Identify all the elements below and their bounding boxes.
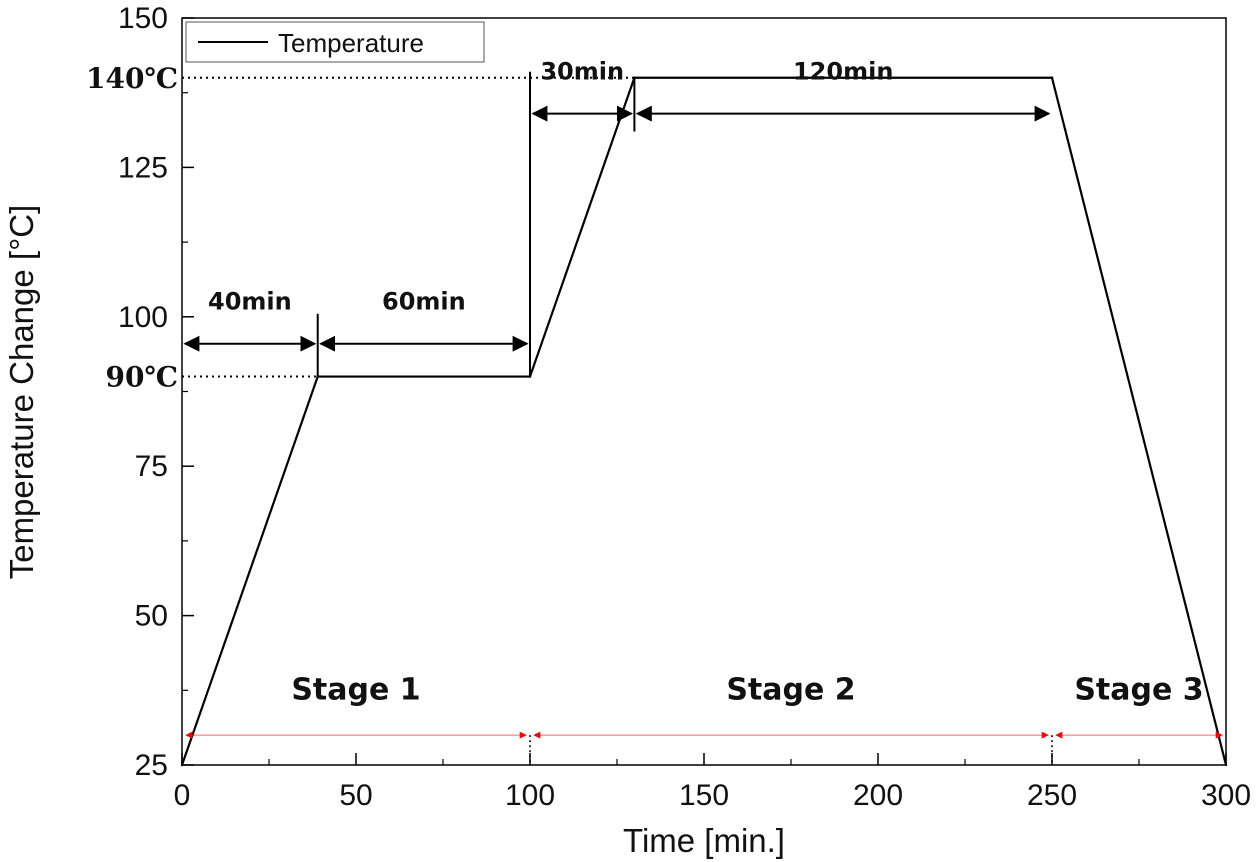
stage-annotations: Stage 1 Stage 2 Stage 3	[185, 672, 1223, 739]
x-tick-label: 150	[679, 779, 729, 812]
plot-frame	[181, 17, 1227, 766]
x-axis-title: Time [min.]	[623, 822, 785, 859]
x-tick-label: 300	[1201, 779, 1251, 812]
y-tick-label: 25	[135, 749, 168, 782]
guide-lines	[182, 71, 1053, 765]
temperature-marks: 140℃ 90℃	[86, 62, 178, 394]
series-layer	[180, 76, 1228, 767]
y-tick-label: 150	[118, 2, 168, 35]
temperature-point	[1050, 76, 1054, 79]
x-tick-label: 250	[1027, 779, 1077, 812]
stage-label: Stage 2	[726, 672, 855, 707]
x-tick-labels: 0 50 100 150 200 250 300	[174, 779, 1251, 812]
duration-label: 60min	[382, 288, 466, 316]
temperature-point	[1224, 763, 1228, 767]
x-tick-label: 0	[174, 779, 191, 812]
x-tick-label: 100	[505, 779, 555, 812]
y-tick-label: 100	[118, 301, 168, 334]
y-tick-labels: 25 50 75 100 125 150	[118, 2, 168, 782]
temperature-point	[180, 763, 184, 767]
duration-label: 40min	[208, 288, 292, 316]
y-tick-label: 50	[135, 600, 168, 633]
temperature-point	[528, 375, 532, 378]
temperature-point	[316, 375, 319, 378]
x-tick-label: 200	[853, 779, 903, 812]
duration-label: 120min	[793, 58, 893, 86]
temperature-point	[633, 76, 636, 79]
temperature-mark-label: 90℃	[105, 361, 178, 394]
stage-label: Stage 3	[1074, 672, 1203, 707]
temperature-series-line	[180, 76, 1228, 766]
x-tick-label: 50	[339, 779, 372, 812]
legend: Temperature	[185, 21, 485, 63]
temperature-mark-label: 140℃	[86, 62, 178, 95]
duration-label: 30min	[540, 58, 624, 86]
stage-label: Stage 1	[291, 672, 420, 707]
y-axis-title: Temperature Change [°C]	[3, 205, 40, 580]
y-tick-label: 125	[118, 151, 168, 184]
duration-annotations: 40min 60min 30min 120min	[183, 58, 1051, 352]
y-tick-label: 75	[135, 450, 168, 483]
legend-label: Temperature	[278, 28, 424, 58]
axis-ticks	[181, 17, 1227, 766]
